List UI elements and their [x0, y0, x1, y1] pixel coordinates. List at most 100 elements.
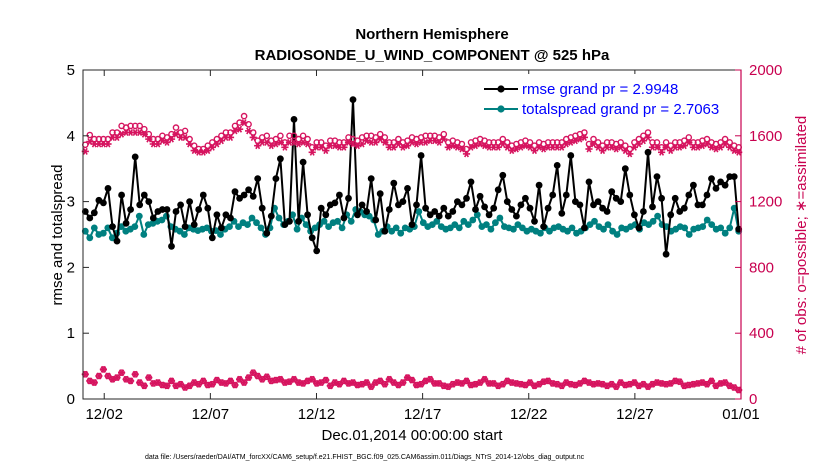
- legend-label-rmse: rmse grand pr = 2.9948: [522, 81, 678, 98]
- star-stroke: [264, 373, 270, 381]
- point-totalspread: [455, 224, 463, 232]
- star-stroke: [209, 143, 215, 151]
- star-stroke: [187, 140, 193, 148]
- star-stroke: [690, 380, 696, 388]
- obs-possible-marker: [113, 129, 121, 136]
- point-rmse: [254, 175, 262, 183]
- star-stroke: [277, 138, 283, 146]
- obs-assimilated-marker: [435, 138, 443, 146]
- star-stroke: [382, 380, 388, 388]
- obs-assimilated-marker: [208, 143, 216, 151]
- point-rmse: [140, 191, 148, 199]
- point-totalspread: [487, 225, 495, 233]
- legend: rmse grand pr = 2.9948 totalspread grand…: [478, 74, 736, 119]
- point-rmse: [481, 203, 488, 211]
- star-stroke: [550, 143, 556, 151]
- y2-tick-label: 400: [749, 325, 774, 342]
- star-stroke: [382, 138, 388, 146]
- point-rmse: [381, 227, 389, 235]
- obs-layer: [81, 112, 743, 394]
- point-rmse: [340, 214, 348, 222]
- point-rmse: [358, 201, 366, 209]
- star-stroke: [110, 133, 115, 141]
- obs-possible-marker: [272, 135, 280, 143]
- point-rmse: [118, 191, 125, 199]
- star-stroke: [291, 138, 297, 146]
- obs-low-assimilated-marker: [177, 380, 185, 388]
- star-stroke: [636, 140, 642, 148]
- point-totalspread: [226, 223, 233, 231]
- obs-low-assimilated-marker: [240, 379, 248, 387]
- point-rmse: [363, 208, 370, 215]
- star-stroke: [414, 381, 419, 389]
- star-stroke: [554, 143, 560, 151]
- star-stroke: [82, 370, 88, 378]
- obs-assimilated-marker: [617, 143, 625, 151]
- legend-marker-rmse: [497, 85, 505, 93]
- star-stroke: [214, 140, 220, 148]
- star-stroke: [287, 138, 292, 146]
- obs-low-assimilated-marker: [249, 369, 257, 377]
- obs-assimilated-marker: [145, 135, 153, 143]
- point-rmse: [149, 214, 157, 222]
- obs-low-assimilated-marker: [276, 375, 284, 383]
- star-stroke: [622, 147, 628, 155]
- obs-possible-marker: [172, 124, 180, 131]
- point-totalspread: [99, 229, 107, 237]
- obs-assimilated-marker: [394, 140, 402, 148]
- obs-possible-marker: [390, 139, 398, 146]
- obs-possible-marker: [549, 139, 557, 146]
- star-stroke: [432, 379, 438, 387]
- star-stroke: [631, 143, 637, 151]
- star-stroke: [672, 143, 678, 151]
- star-stroke: [405, 374, 410, 382]
- y2-tick-label: 800: [749, 259, 774, 276]
- star-stroke: [550, 379, 556, 387]
- star-stroke: [350, 379, 356, 387]
- point-rmse: [553, 162, 561, 169]
- star-stroke: [364, 137, 370, 145]
- obs-assimilated-marker: [181, 133, 189, 141]
- point-rmse: [671, 194, 679, 202]
- star-stroke: [527, 143, 533, 151]
- point-rmse: [444, 212, 452, 220]
- star-stroke: [327, 382, 333, 390]
- point-rmse: [690, 181, 697, 189]
- point-rmse: [172, 208, 180, 215]
- point-totalspread: [347, 217, 355, 225]
- star-stroke: [640, 137, 646, 145]
- star-stroke: [400, 379, 406, 387]
- obs-possible-marker: [635, 135, 643, 143]
- star-stroke: [591, 380, 596, 388]
- y-tick-label: 5: [67, 62, 75, 79]
- star-stroke: [409, 138, 415, 146]
- point-totalspread: [613, 231, 621, 238]
- point-rmse: [372, 216, 380, 224]
- y2-tick-label: 1200: [749, 194, 782, 211]
- point-rmse: [640, 208, 647, 215]
- point-rmse: [177, 201, 185, 209]
- star-stroke: [373, 138, 379, 146]
- star-stroke: [591, 140, 596, 148]
- star-stroke: [228, 133, 233, 141]
- point-rmse: [331, 199, 339, 207]
- point-rmse: [190, 221, 198, 229]
- obs-assimilated-marker: [163, 138, 171, 146]
- obs-assimilated-marker: [204, 147, 212, 155]
- star-stroke: [141, 130, 147, 138]
- star-stroke: [631, 379, 637, 387]
- point-rmse: [490, 204, 498, 212]
- point-totalspread: [699, 223, 707, 231]
- point-totalspread: [81, 227, 89, 235]
- point-rmse: [544, 204, 552, 212]
- y-tick-label: 1: [67, 325, 75, 342]
- star-stroke: [704, 380, 710, 388]
- point-totalspread: [217, 231, 224, 238]
- star-stroke: [659, 379, 665, 387]
- star-stroke: [386, 143, 392, 151]
- legend-box: [478, 74, 736, 119]
- star-stroke: [327, 142, 333, 150]
- star-stroke: [96, 372, 102, 380]
- obs-assimilated-marker: [381, 138, 389, 146]
- point-rmse: [585, 178, 593, 186]
